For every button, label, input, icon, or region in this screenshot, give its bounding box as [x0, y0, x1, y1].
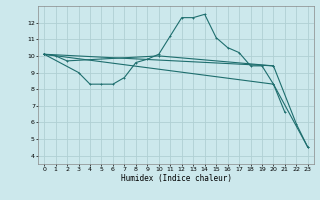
X-axis label: Humidex (Indice chaleur): Humidex (Indice chaleur) — [121, 174, 231, 183]
